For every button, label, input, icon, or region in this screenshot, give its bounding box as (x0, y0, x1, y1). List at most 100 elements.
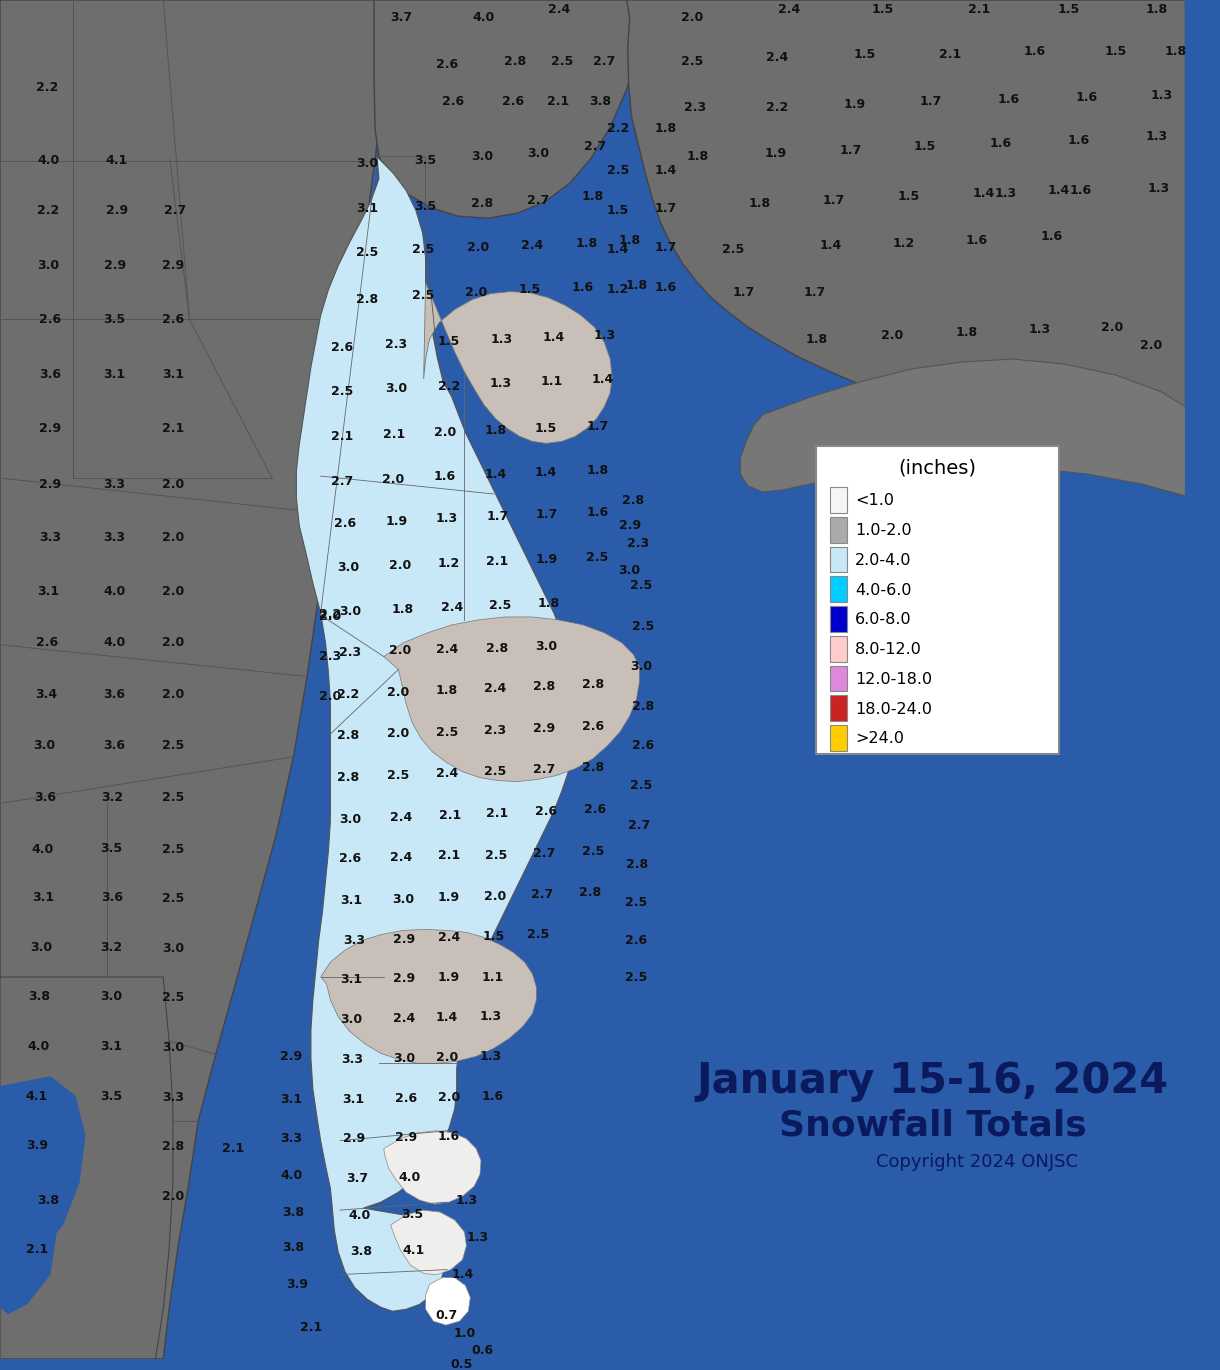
Text: 2.9: 2.9 (162, 259, 184, 273)
Text: 2.0: 2.0 (389, 644, 411, 658)
Text: 1.3: 1.3 (1150, 89, 1172, 101)
Text: 1.4: 1.4 (972, 186, 994, 200)
Text: 3.0: 3.0 (162, 1041, 184, 1054)
Text: 1.3: 1.3 (490, 333, 512, 345)
Text: 2.0: 2.0 (1102, 321, 1124, 334)
Text: 1.9: 1.9 (438, 890, 460, 904)
Text: >24.0: >24.0 (855, 732, 904, 747)
Text: 2.0: 2.0 (162, 585, 184, 597)
Text: 3.1: 3.1 (38, 585, 60, 597)
Text: 1.6: 1.6 (965, 233, 988, 247)
Text: 2.9: 2.9 (39, 422, 61, 436)
Text: 1.1: 1.1 (482, 970, 504, 984)
Text: 3.5: 3.5 (104, 312, 126, 326)
Text: 1.8: 1.8 (1146, 3, 1168, 16)
Text: 2.0-4.0: 2.0-4.0 (855, 553, 911, 569)
Text: 1.6: 1.6 (1075, 90, 1097, 104)
Text: 3.1: 3.1 (340, 974, 362, 986)
Text: 2.6: 2.6 (501, 95, 525, 108)
Text: 1.4: 1.4 (436, 1011, 458, 1025)
Text: 3.8: 3.8 (350, 1245, 372, 1258)
Text: 3.8: 3.8 (589, 95, 611, 108)
Text: 2.5: 2.5 (162, 740, 184, 752)
Text: 3.0: 3.0 (101, 991, 123, 1003)
Text: 3.1: 3.1 (101, 1040, 123, 1054)
Text: 2.5: 2.5 (527, 927, 549, 941)
Text: 1.4: 1.4 (592, 374, 614, 386)
Text: 2.0: 2.0 (162, 1189, 184, 1203)
Text: 2.8: 2.8 (582, 762, 604, 774)
Text: 1.8: 1.8 (655, 122, 677, 136)
Text: 3.9: 3.9 (287, 1278, 309, 1291)
Text: 2.7: 2.7 (628, 819, 650, 832)
Text: 2.8: 2.8 (533, 680, 555, 693)
Text: 2.5: 2.5 (411, 289, 434, 301)
Polygon shape (0, 0, 384, 1359)
Text: 2.5: 2.5 (631, 780, 653, 792)
Text: 3.1: 3.1 (340, 895, 362, 907)
Text: 2.7: 2.7 (533, 763, 555, 777)
Text: 2.5: 2.5 (632, 621, 654, 633)
Text: 3.3: 3.3 (39, 532, 61, 544)
Text: 2.5: 2.5 (587, 551, 609, 564)
Text: 3.0: 3.0 (38, 259, 60, 273)
Text: 3.0: 3.0 (536, 640, 558, 653)
Text: 2.2: 2.2 (320, 608, 342, 622)
Text: 2.5: 2.5 (436, 726, 458, 738)
Text: 3.7: 3.7 (346, 1171, 368, 1185)
Polygon shape (426, 1278, 470, 1325)
Text: 1.3: 1.3 (479, 1049, 501, 1063)
Text: 1.6: 1.6 (655, 281, 677, 295)
Text: 4.0: 4.0 (399, 1171, 421, 1184)
Text: 1.8: 1.8 (436, 684, 458, 697)
Text: 2.3: 2.3 (339, 647, 361, 659)
Text: 3.5: 3.5 (401, 1207, 423, 1221)
Text: 2.9: 2.9 (393, 933, 415, 945)
Text: 3.1: 3.1 (356, 201, 378, 215)
Text: 1.8: 1.8 (749, 197, 771, 210)
Text: (inches): (inches) (899, 459, 977, 478)
Text: 2.0: 2.0 (436, 1051, 458, 1064)
Text: 1.7: 1.7 (839, 144, 861, 158)
Text: Copyright 2024 ONJSC: Copyright 2024 ONJSC (876, 1154, 1077, 1171)
Text: 2.0: 2.0 (465, 286, 487, 299)
Text: 2.1: 2.1 (222, 1143, 244, 1155)
Text: 2.6: 2.6 (436, 58, 458, 71)
Text: 3.5: 3.5 (101, 841, 123, 855)
Text: 2.0: 2.0 (382, 473, 405, 485)
Text: 2.6: 2.6 (395, 1092, 417, 1104)
Text: 2.8: 2.8 (471, 197, 493, 210)
Text: 3.0: 3.0 (386, 382, 407, 396)
Text: 2.1: 2.1 (162, 422, 184, 436)
Text: 1.6: 1.6 (989, 137, 1011, 151)
Text: 0.7: 0.7 (436, 1308, 458, 1322)
Text: 2.5: 2.5 (387, 769, 410, 782)
Text: 3.3: 3.3 (162, 1091, 184, 1103)
Text: 1.1: 1.1 (540, 375, 564, 388)
Text: 2.6: 2.6 (334, 518, 356, 530)
Text: 2.2: 2.2 (337, 688, 359, 701)
Text: 2.3: 2.3 (683, 100, 706, 114)
Text: 3.0: 3.0 (34, 740, 56, 752)
Text: 3.1: 3.1 (281, 1092, 303, 1106)
Text: 2.7: 2.7 (593, 55, 616, 68)
Text: 1.4: 1.4 (534, 466, 558, 478)
Text: 1.8: 1.8 (1165, 45, 1187, 58)
Text: 2.3: 2.3 (386, 337, 407, 351)
Text: 1.3: 1.3 (1146, 130, 1168, 144)
Text: 2.5: 2.5 (162, 992, 184, 1004)
Text: 1.7: 1.7 (654, 201, 677, 215)
Text: 1.9: 1.9 (536, 553, 558, 566)
Polygon shape (684, 377, 737, 464)
Text: 2.4: 2.4 (778, 3, 800, 16)
Text: 1.7: 1.7 (536, 508, 559, 522)
Text: 1.3: 1.3 (489, 377, 511, 390)
Text: 3.3: 3.3 (104, 532, 126, 544)
Text: 8.0-12.0: 8.0-12.0 (855, 643, 922, 658)
Text: 4.1: 4.1 (403, 1244, 425, 1258)
Text: 2.5: 2.5 (626, 971, 648, 985)
Text: 2.0: 2.0 (162, 532, 184, 544)
Text: 1.4: 1.4 (654, 164, 677, 177)
Text: 4.0: 4.0 (473, 11, 495, 25)
Text: 2.5: 2.5 (550, 55, 572, 68)
